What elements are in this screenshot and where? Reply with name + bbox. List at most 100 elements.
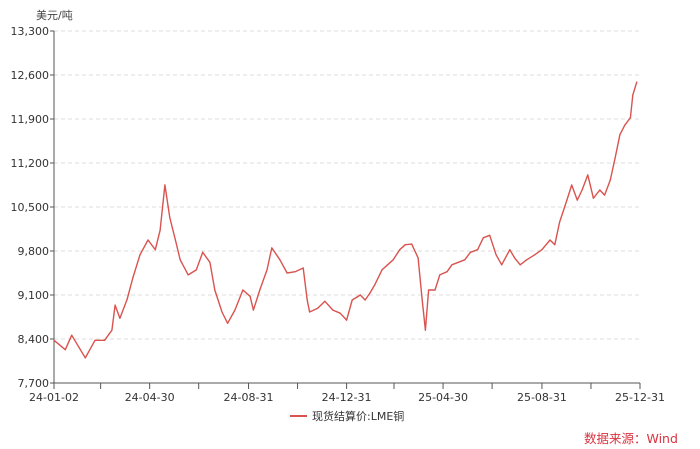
data-point [489,234,491,236]
data-point [386,264,389,266]
data-point [482,237,484,239]
data-point [147,239,149,241]
data-point [114,304,116,306]
data-point [351,299,353,301]
data-point [404,244,406,246]
x-tick-label: 24-01-02 [29,391,79,404]
data-point [227,322,229,324]
data-point [306,299,308,301]
data-point [154,249,156,251]
data-point [592,197,594,199]
data-point [139,254,141,256]
y-tick-label: 10,500 [11,201,50,214]
source-note: 数据来源：Wind [584,431,678,446]
data-point [71,334,73,336]
data-point [632,94,634,96]
data-point [614,157,616,159]
data-point [369,292,371,294]
data-point [179,259,181,261]
data-point [64,349,66,351]
data-point [221,311,223,313]
data-point [249,295,251,297]
data-point [576,199,578,201]
data-point [132,277,134,279]
x-tick-label: 24-12-31 [322,391,372,404]
y-tick-label: 9,800 [18,245,50,258]
y-tick-label: 11,900 [11,113,50,126]
data-point [464,259,466,261]
data-point [424,329,426,331]
data-point [549,239,551,241]
legend: 现货结算价:LME铜 [290,408,404,424]
data-point [174,239,176,241]
data-point [202,251,204,253]
data-point [324,300,326,302]
data-point [317,307,319,309]
data-point [252,309,254,311]
data-point [271,247,273,249]
data-point [94,339,96,341]
data-point [381,269,383,271]
data-point [541,249,543,251]
data-point [509,249,511,251]
data-point [294,271,296,273]
data-point [554,244,556,246]
data-point [619,134,621,136]
data-point [439,274,441,276]
x-tick-label: 25-12-31 [615,391,665,404]
data-point [104,339,106,341]
data-point [624,124,626,126]
x-tick-label: 24-08-31 [224,391,274,404]
data-point [345,319,348,321]
data-point [214,289,216,291]
data-point [209,261,211,263]
y-tick-label: 12,600 [11,69,50,82]
data-point [392,259,394,261]
y-tick-label: 11,200 [11,157,50,170]
data-point [374,284,376,286]
data-point [53,339,55,341]
data-point [434,289,436,291]
data-point [609,179,611,181]
data-point [469,251,471,253]
data-point [84,357,86,359]
data-point [421,299,423,301]
data-point [195,269,197,271]
y-tick-label: 8,400 [18,333,50,346]
data-point [629,117,631,119]
y-axis-unit: 美元/吨 [36,9,73,22]
x-tick-label: 24-04-30 [125,391,175,404]
data-point [417,257,419,259]
data-point [495,254,497,256]
data-point [169,217,171,219]
data-point [187,274,189,276]
data-point [302,267,304,269]
y-tick-label: 9,100 [18,289,50,302]
data-point [559,221,561,223]
data-point [279,259,281,261]
data-point [159,229,161,231]
data-point [581,189,583,191]
data-point [604,194,606,196]
data-point [411,243,413,245]
data-point [266,269,268,271]
data-point [477,249,479,251]
x-tick-label: 25-08-31 [517,391,567,404]
data-point [526,259,528,261]
data-point [309,311,311,313]
data-point [332,309,334,311]
data-point [286,272,288,274]
data-point [519,264,521,266]
data-point [451,264,453,266]
data-point [501,264,503,266]
legend-swatch [290,415,307,417]
series-line [53,81,638,359]
legend-label: 现货结算价:LME铜 [312,410,405,423]
data-point [234,309,236,311]
data-point [111,329,113,331]
data-point [119,317,121,319]
data-point [571,184,573,186]
data-point [459,261,461,263]
data-point [534,254,536,256]
